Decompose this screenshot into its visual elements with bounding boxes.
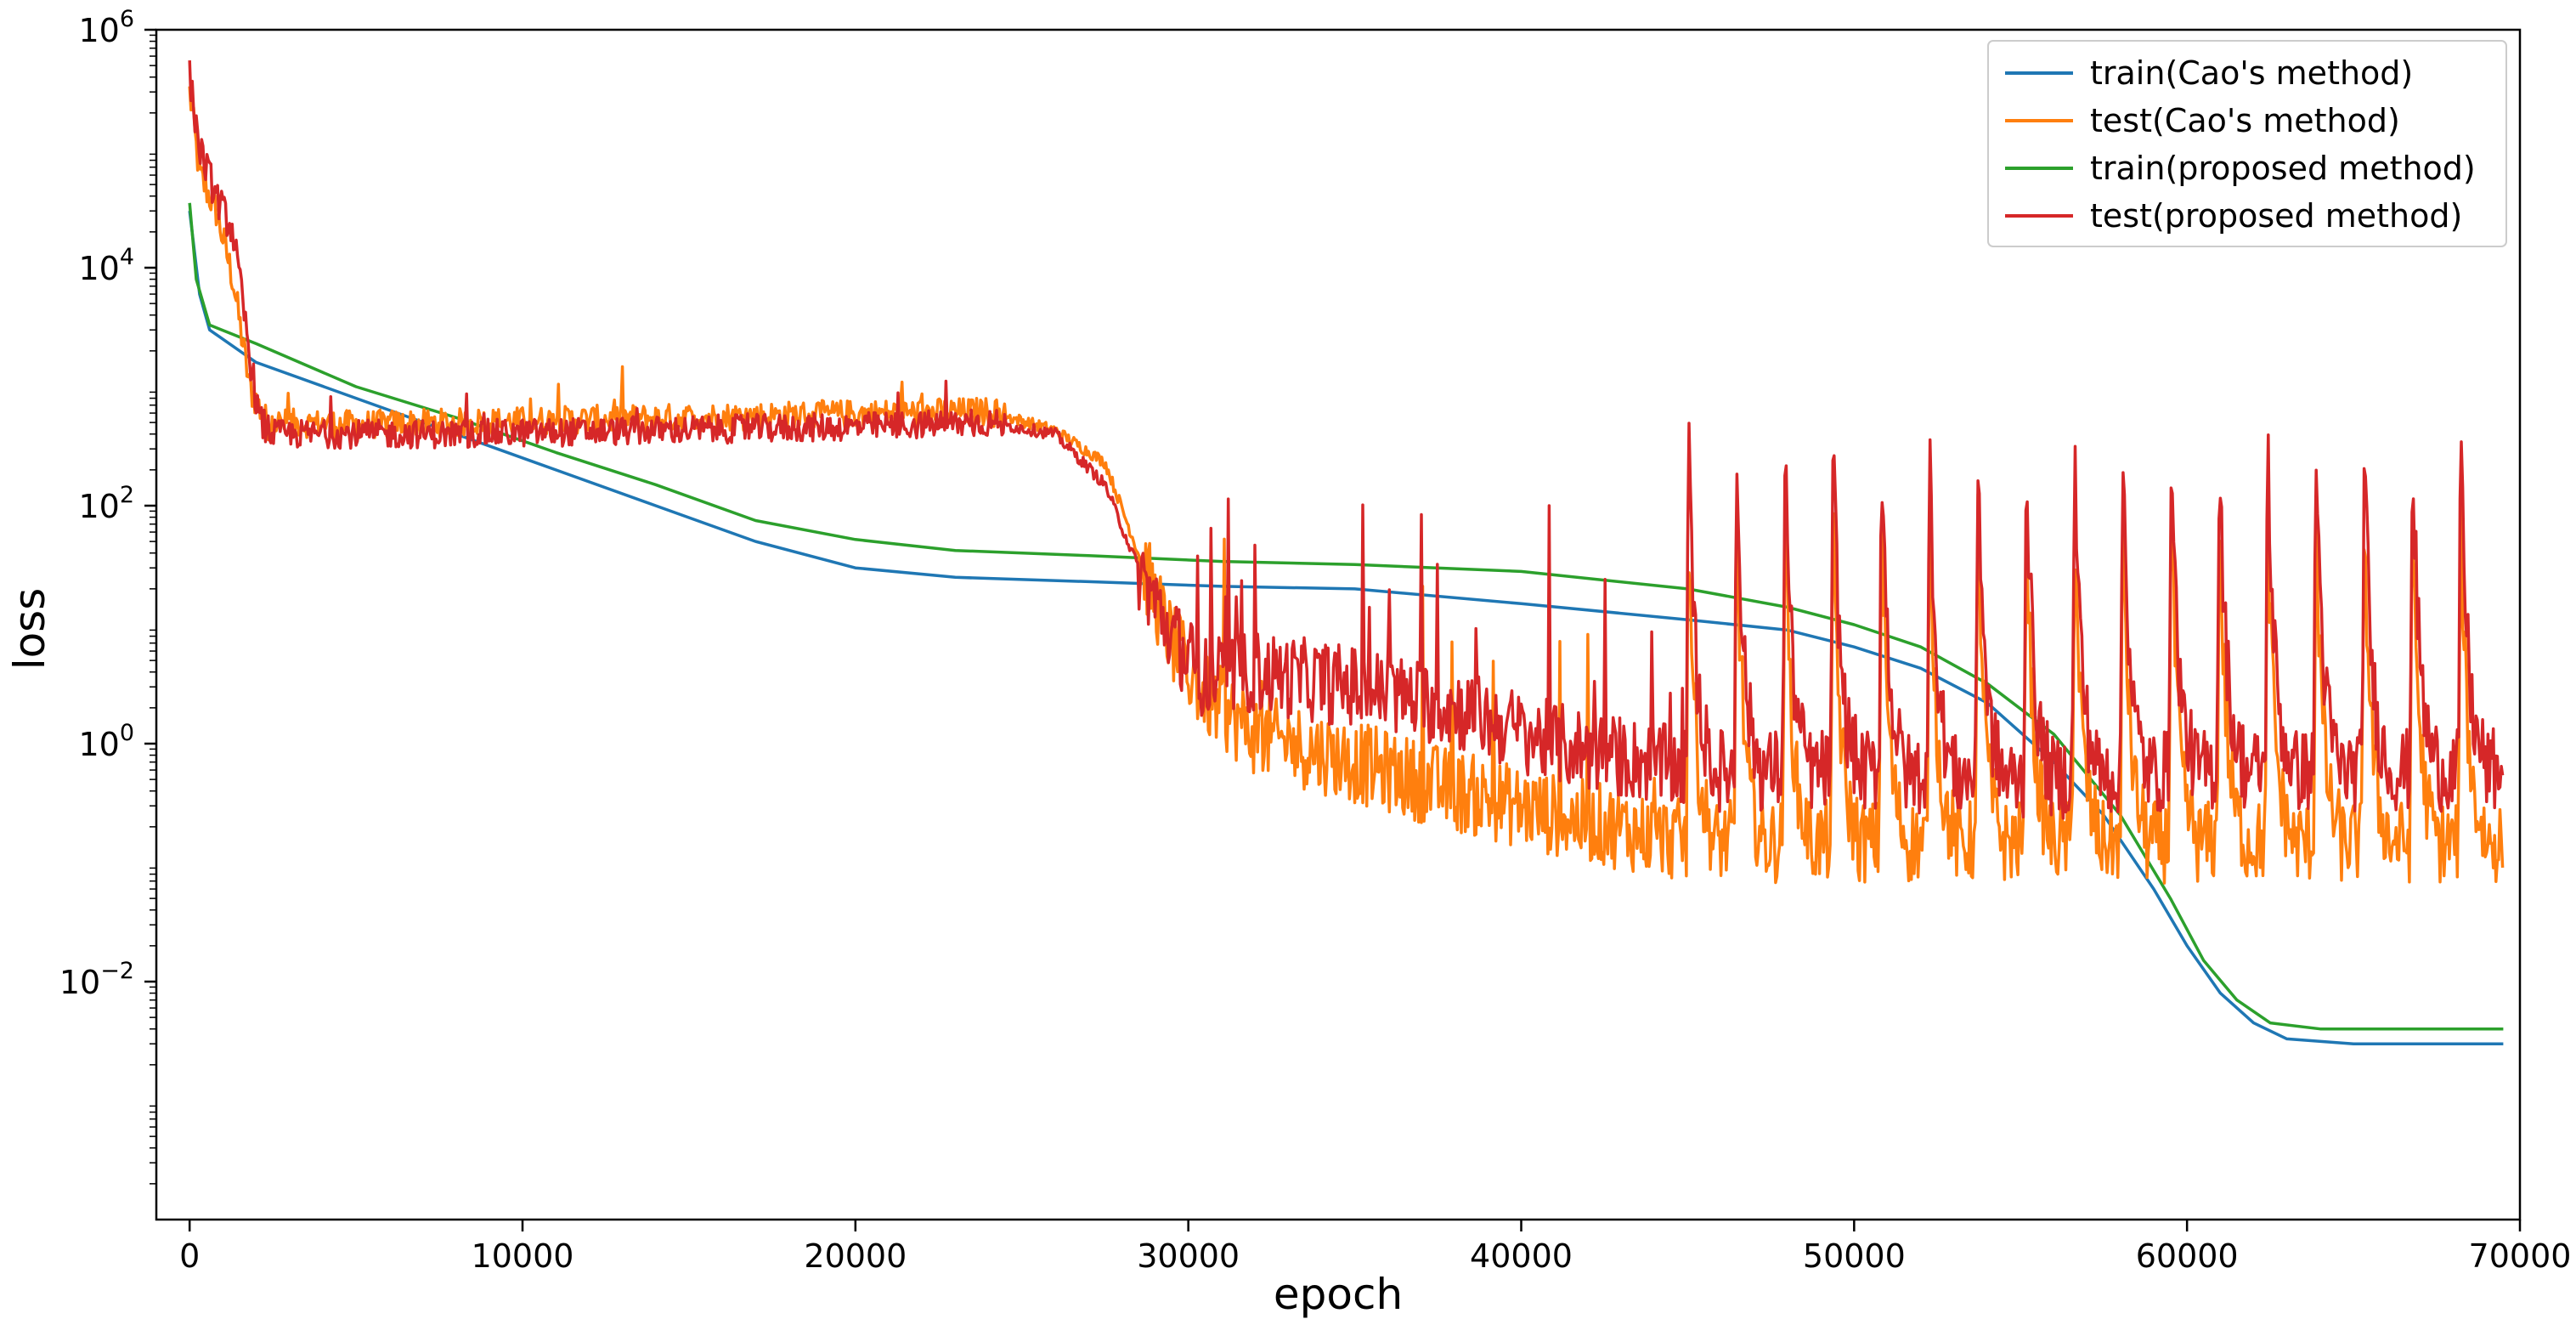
x-tick-label: 30000 (1137, 1237, 1240, 1275)
legend-label-test-proposed: test(proposed method) (2090, 197, 2462, 235)
y-tick-label: 104 (78, 244, 134, 287)
legend-box (1987, 40, 2507, 247)
plot-frame (155, 28, 2522, 1221)
y-tick-label: 106 (78, 6, 134, 49)
y-axis-title: loss (5, 588, 54, 671)
x-tick-label: 20000 (804, 1237, 907, 1275)
x-tick-label: 50000 (1803, 1237, 1906, 1275)
y-tick-label: 100 (78, 720, 134, 763)
legend-label-train-proposed: train(proposed method) (2090, 150, 2476, 187)
y-tick-label: 10−2 (59, 958, 134, 1001)
x-tick-label: 70000 (2469, 1237, 2572, 1275)
legend: train(Cao's method) test(Cao's method) t… (1987, 40, 2507, 247)
x-axis-title: epoch (1274, 1270, 1403, 1319)
x-tick-label: 10000 (472, 1237, 574, 1275)
x-axis: 0 10000 20000 30000 40000 50000 60000 70000 (179, 1220, 2571, 1275)
legend-label-test-cao: test(Cao's method) (2090, 102, 2400, 139)
x-tick-label: 60000 (2136, 1237, 2239, 1275)
x-tick-label: 40000 (1470, 1237, 1573, 1275)
series-layer (188, 60, 2505, 1045)
series-line-1 (188, 86, 2505, 885)
series-line-3 (188, 60, 2505, 820)
x-tick-label: 0 (179, 1237, 200, 1275)
y-tick-label: 102 (78, 482, 134, 525)
legend-label-train-cao: train(Cao's method) (2090, 54, 2413, 92)
y-axis: 10−2 100 102 104 106 (59, 6, 156, 1185)
